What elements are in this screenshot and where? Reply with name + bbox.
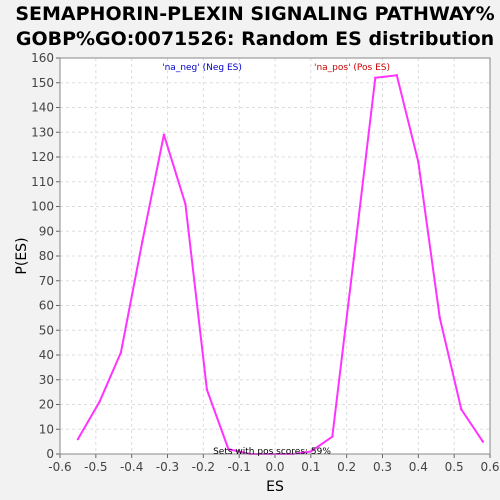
chart-title-line-1: SEMAPHORIN-PLEXIN SIGNALING PATHWAY% (15, 3, 494, 25)
plot-frame (59, 57, 491, 455)
x-tick-label: 0.1 (301, 460, 320, 474)
data-point (162, 133, 166, 136)
y-tick-label: 100 (31, 200, 54, 214)
y-tick-label: 150 (31, 76, 54, 90)
y-tick-label: 20 (39, 398, 54, 412)
y-tick-label: 50 (39, 323, 54, 337)
data-point (438, 316, 442, 320)
data-point (205, 388, 209, 391)
data-point (184, 202, 187, 206)
grid-lines (59, 57, 491, 455)
x-tick-label: -0.6 (48, 460, 71, 474)
data-point (141, 239, 144, 243)
y-tick-label: 60 (39, 299, 54, 313)
data-point (481, 440, 485, 443)
y-tick-label: 10 (39, 422, 54, 436)
pos-es-label: 'na_pos' (Pos ES) (314, 63, 390, 73)
y-tick-label: 130 (31, 125, 54, 139)
data-point (374, 76, 377, 80)
y-tick-label: 90 (39, 224, 54, 238)
x-tick-label: -0.3 (156, 460, 179, 474)
x-tick-label: -0.1 (227, 460, 250, 474)
x-tick-label: -0.2 (192, 460, 215, 474)
x-tick-label: 0.3 (373, 460, 392, 474)
chart-title-line-2: GOBP%GO:0071526: Random ES distribution (16, 28, 494, 50)
data-point (98, 400, 101, 404)
x-tick-label: 0.0 (265, 460, 284, 474)
x-tick-label: 0.2 (337, 460, 356, 474)
data-point (119, 351, 123, 354)
neg-es-label: 'na_neg' (Neg ES) (162, 63, 242, 73)
y-tick-label: 120 (31, 150, 54, 164)
data-point (395, 74, 399, 77)
data-point (309, 450, 313, 453)
x-tick-label: -0.4 (120, 460, 143, 474)
series-points (76, 74, 485, 456)
x-tick-label: 0.5 (445, 460, 464, 474)
y-tick-label: 30 (39, 373, 54, 387)
x-axis-label: ES (266, 479, 284, 495)
pos-scores-label: Sets with pos scores: 59% (213, 447, 331, 457)
y-tick-label: 0 (46, 447, 54, 461)
data-point (460, 408, 463, 411)
y-tick-label: 70 (39, 274, 54, 288)
x-tick-label: -0.5 (84, 460, 107, 474)
data-point (331, 435, 334, 438)
y-tick-label: 160 (31, 51, 54, 65)
y-tick-label: 40 (39, 348, 54, 362)
y-tick-label: 140 (31, 101, 54, 115)
axis-ticks: -0.6 -0.5 -0.4 -0.3 -0.2 -0.1 0.0 0.1 0.2 0.3 0.4 0… (31, 51, 499, 474)
y-tick-label: 110 (31, 175, 54, 189)
data-point (417, 160, 420, 164)
data-point (352, 257, 356, 260)
data-point (227, 447, 230, 451)
y-tick-label: 80 (39, 249, 54, 263)
y-axis-label: P(ES) (14, 237, 30, 274)
x-tick-label: 0.6 (480, 460, 499, 474)
data-point (76, 437, 80, 441)
x-tick-label: 0.4 (409, 460, 428, 474)
